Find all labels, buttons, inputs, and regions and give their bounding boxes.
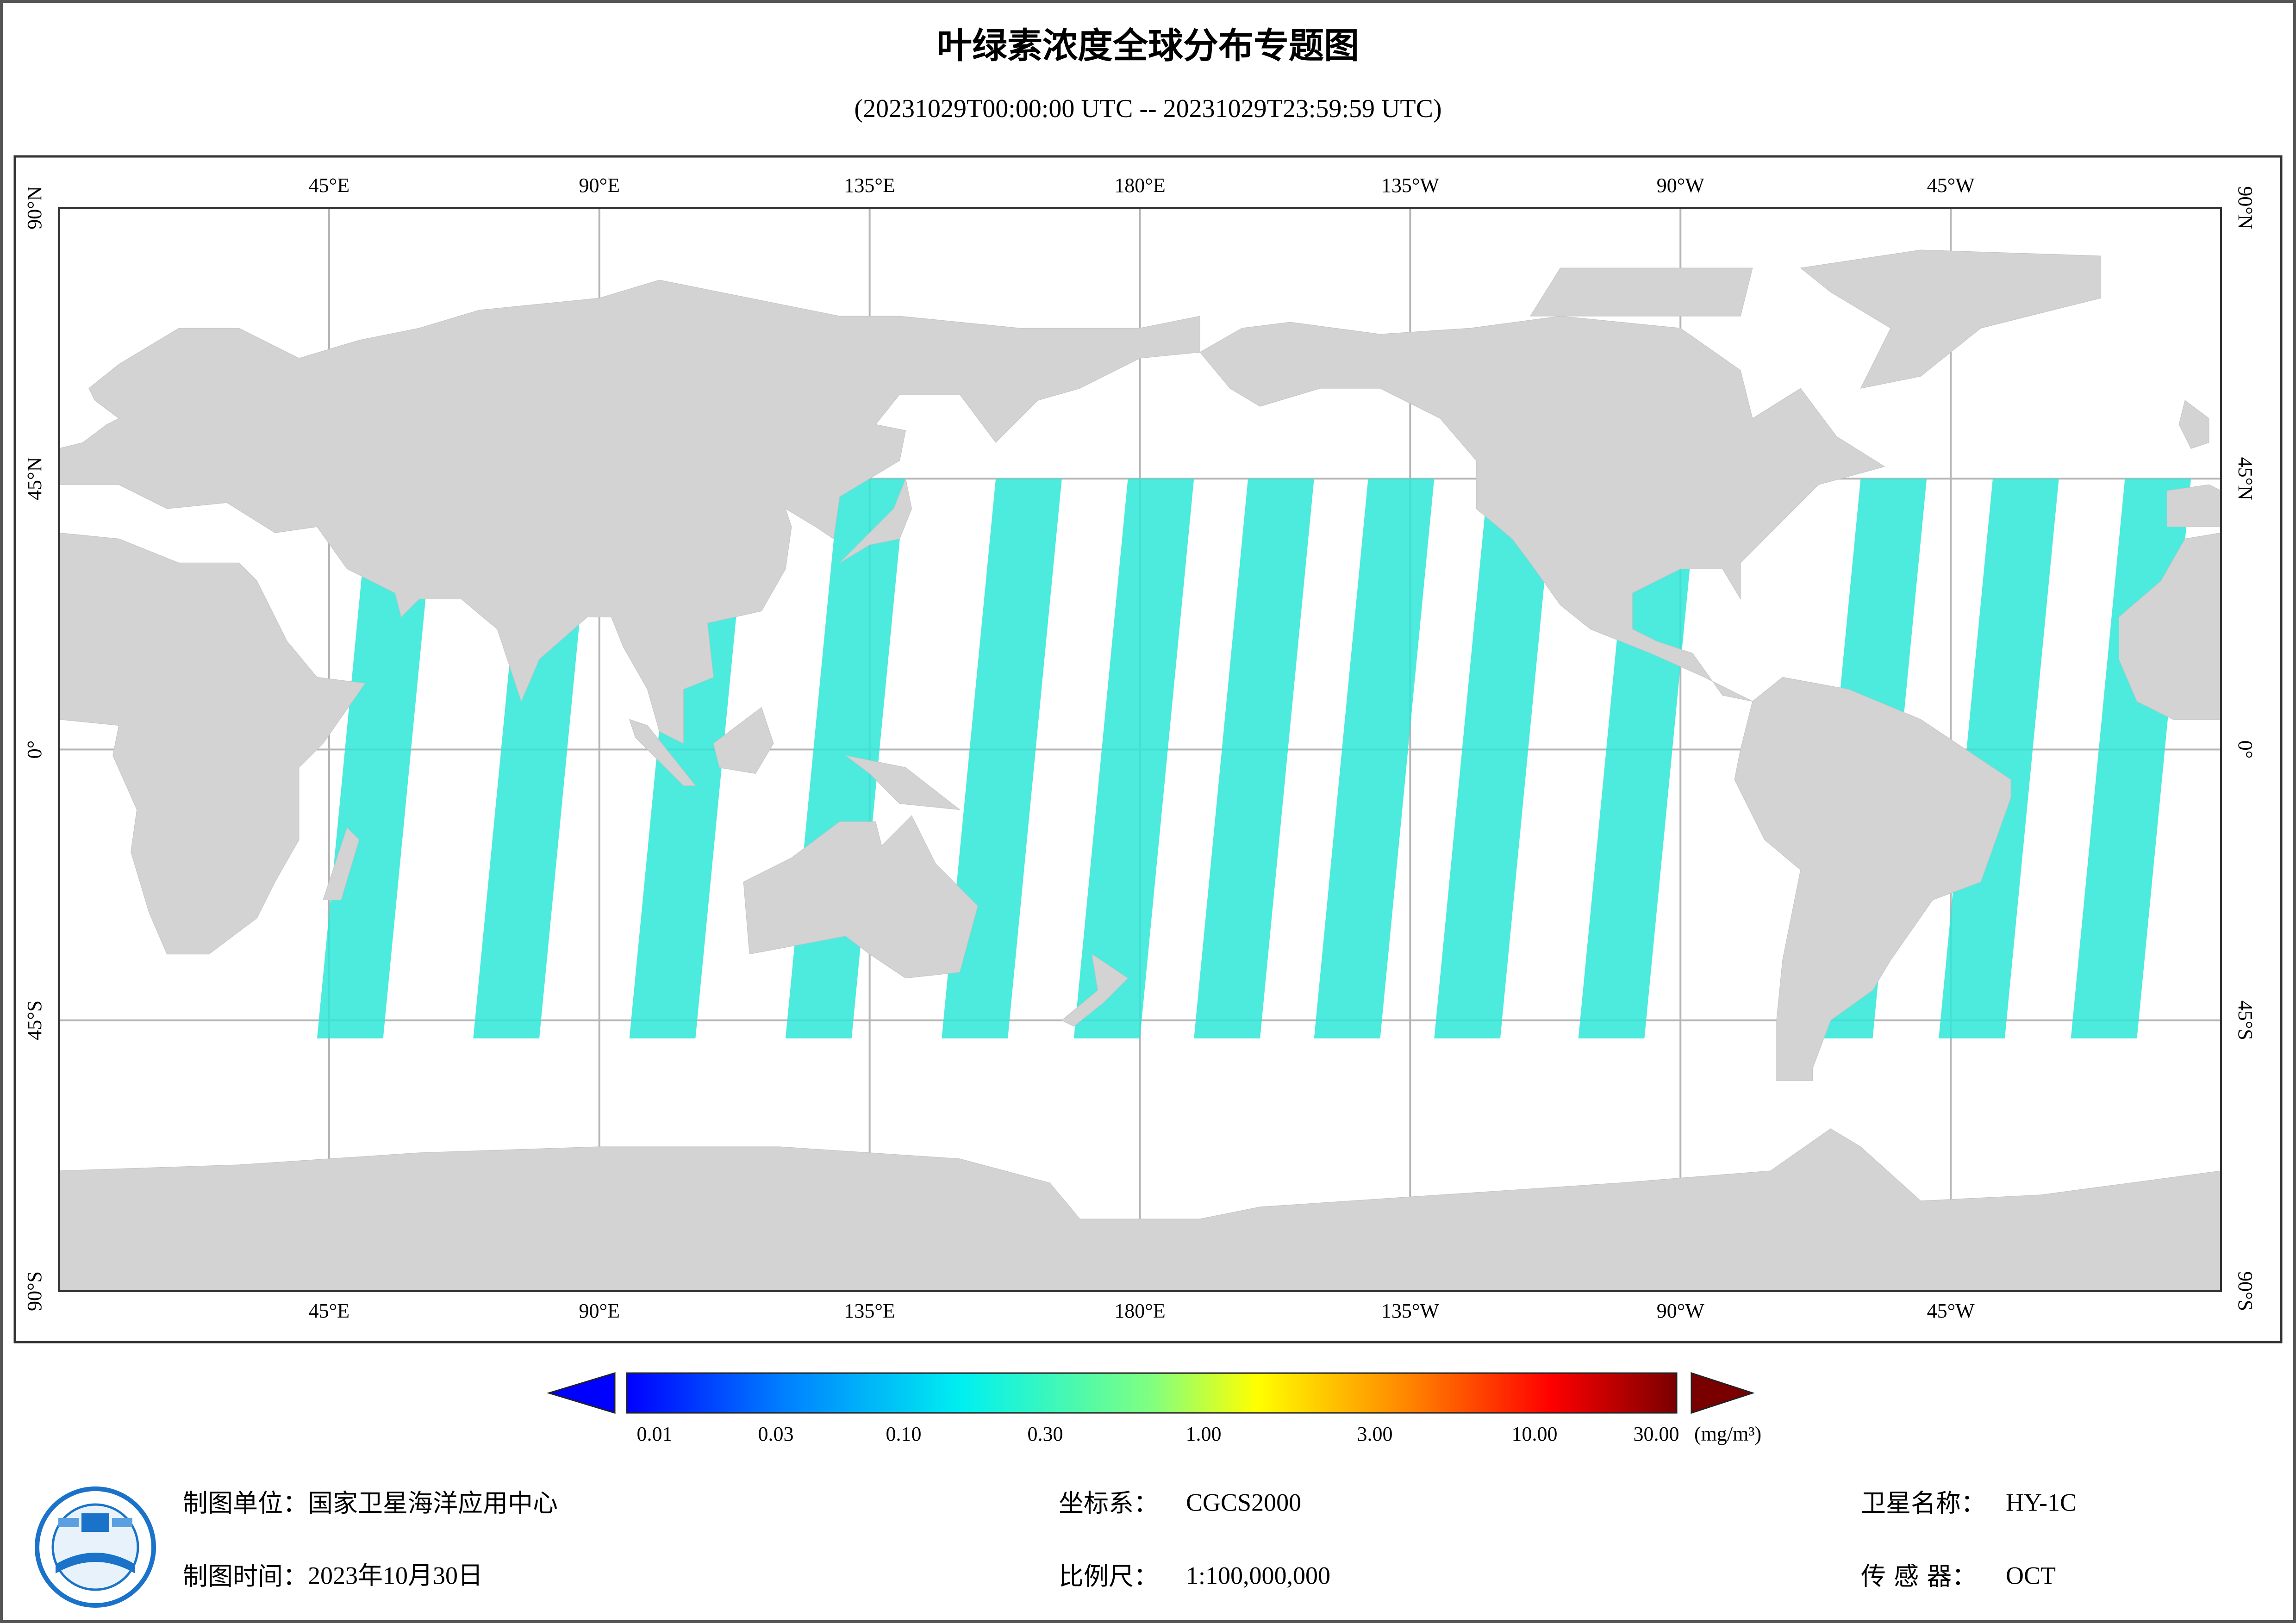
lon-label-top: 180°E: [1114, 174, 1165, 197]
land: [59, 249, 2221, 1291]
new-guinea: [845, 755, 961, 810]
lon-label-bottom: 90°E: [579, 1300, 620, 1322]
sensor-label: 传 感 器：: [1861, 1562, 1977, 1591]
crs-label: 坐标系：: [1059, 1489, 1159, 1518]
colorbar-tick-label: 0.10: [886, 1423, 922, 1445]
lon-label-bottom: 135°W: [1381, 1300, 1440, 1322]
africa: [59, 532, 366, 955]
lon-label-bottom: 45°E: [309, 1300, 349, 1322]
lat-label-right: 45°N: [2234, 457, 2257, 500]
uk: [2178, 400, 2209, 449]
title: 叶绿素浓度全球分布专题图: [937, 25, 1359, 66]
colorbar-tick-label: 10.00: [1512, 1423, 1558, 1445]
lat-label-right: 90°N: [2234, 186, 2257, 229]
lon-label-top: 135°W: [1381, 174, 1440, 197]
antarctica: [59, 1128, 2221, 1291]
lon-label-bottom: 45°W: [1927, 1300, 1975, 1322]
arctic-islands: [1529, 267, 1753, 317]
lon-label-top: 45°W: [1927, 174, 1975, 197]
lat-label-left: 90°S: [23, 1271, 46, 1311]
swath: [1194, 479, 1314, 1038]
satellite-label: 卫星名称：: [1861, 1489, 1986, 1518]
australia: [743, 815, 978, 979]
swath: [1939, 479, 2059, 1038]
eurasia: [59, 280, 1200, 744]
lat-label-left: 45°N: [23, 457, 46, 500]
sumatra: [629, 719, 696, 786]
lon-label-top: 135°E: [844, 174, 895, 197]
colorbar-under: [546, 1372, 616, 1414]
swath: [1578, 479, 1699, 1038]
scale: 1:100,000,000: [1186, 1561, 1330, 1589]
colorbar-tick-label: 0.30: [1028, 1423, 1063, 1445]
lat-label-right: 0°: [2234, 740, 2257, 759]
subtitle: (20231029T00:00:00 UTC -- 20231029T23:59…: [854, 94, 1441, 123]
lon-label-top: 45°E: [309, 174, 349, 197]
west-africa: [2118, 532, 2221, 720]
swath: [317, 479, 437, 1038]
colorbar-tick-label: 0.01: [637, 1423, 673, 1445]
swath: [1434, 479, 1554, 1038]
map-labels: 45°E 45°E 90°E 90°E 135°E 135°E 180°E 180°E 135°…: [23, 174, 2257, 1322]
producer-label: 制图单位：: [183, 1489, 308, 1518]
iberia: [2166, 484, 2221, 527]
scale-label: 比例尺：: [1059, 1562, 1159, 1591]
colorbar-tick-label: 3.00: [1357, 1423, 1393, 1445]
map-frame: [13, 155, 2283, 1343]
colorbar-unit: (mg/m³): [1694, 1423, 1761, 1445]
colorbar: [626, 1372, 1678, 1414]
madagascar: [323, 827, 360, 901]
greenland: [1800, 249, 2102, 389]
map: [59, 249, 2221, 1291]
colorbar-over: [1691, 1372, 1755, 1414]
logo: [35, 1486, 156, 1608]
lat-label-right: 45°S: [2234, 1001, 2257, 1040]
lon-label-bottom: 135°E: [844, 1300, 895, 1322]
swath: [1073, 479, 1194, 1038]
satellite: HY-1C: [2006, 1488, 2077, 1516]
lat-label-left: 0°: [23, 740, 46, 759]
sensor: OCT: [2006, 1561, 2056, 1589]
colorbar-ticks: 0.01 0.03 0.10 0.30 1.00 3.00 10.00 30.00: [637, 1423, 1679, 1445]
colorbar-tick-label: 0.03: [758, 1423, 794, 1445]
new-zealand: [1061, 953, 1129, 1027]
lon-label-bottom: 180°E: [1114, 1300, 1165, 1322]
map-border: [58, 207, 2222, 1292]
lat-label-left: 45°S: [23, 1001, 46, 1040]
colorbar-tick-label: 1.00: [1186, 1423, 1222, 1445]
lon-label-bottom: 90°W: [1657, 1300, 1705, 1322]
swath: [1314, 479, 1435, 1038]
borneo: [713, 707, 774, 774]
north-america: [1199, 316, 1885, 702]
swath: [942, 479, 1062, 1038]
japan: [839, 478, 912, 563]
colorbar-tick-label: 30.00: [1634, 1423, 1679, 1445]
date: 2023年10月30日: [308, 1561, 483, 1589]
south-america: [1734, 677, 2011, 1081]
lon-label-top: 90°W: [1657, 174, 1705, 197]
footer: 制图单位： 国家卫星海洋应用中心 制图时间： 2023年10月30日 坐标系： …: [183, 1488, 2077, 1591]
date-label: 制图时间：: [183, 1562, 308, 1591]
lat-label-right: 90°S: [2234, 1271, 2257, 1311]
lat-label-left: 90°N: [23, 186, 46, 229]
crs: CGCS2000: [1186, 1488, 1301, 1516]
producer: 国家卫星海洋应用中心: [308, 1489, 558, 1518]
lon-label-top: 90°E: [579, 174, 620, 197]
